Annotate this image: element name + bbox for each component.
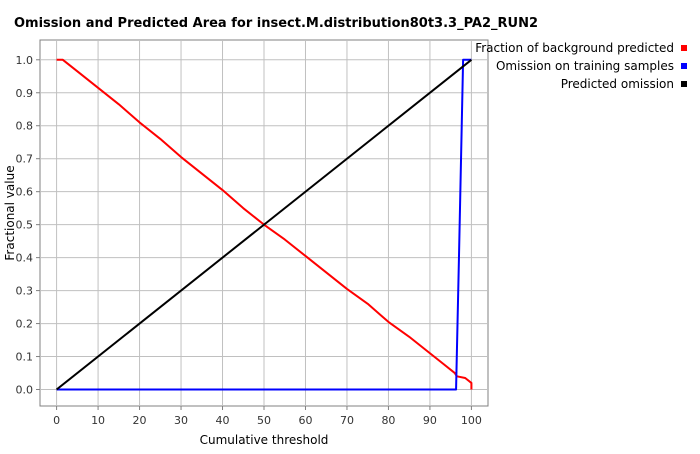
x-tick-label: 50 [257,414,271,427]
x-tick-label: 40 [216,414,230,427]
legend-swatch-omission-on-training-samples [681,63,687,69]
x-axis-label: Cumulative threshold [200,433,329,447]
legend-swatch-fraction-of-background-predicted [681,45,687,51]
y-tick-label: 0.4 [16,252,34,265]
y-tick-label: 0.6 [16,186,34,199]
y-tick-label: 0.0 [16,384,34,397]
legend-label-predicted-omission: Predicted omission [561,77,674,91]
x-tick-label: 10 [91,414,105,427]
legend-swatch-predicted-omission [681,81,687,87]
y-tick-label: 0.2 [16,318,34,331]
axes: 0 10 20 30 40 50 60 70 80 90 100 0.0 0.1 0.2 0.3 0.4 0.5… [16,54,482,427]
y-tick-label: 0.3 [16,285,34,298]
legend-label-fraction-of-background-predicted: Fraction of background predicted [475,41,674,55]
grid-lines [40,40,488,406]
chart-title: Omission and Predicted Area for insect.M… [14,16,538,31]
series-line-omission-on-training-samples [56,58,472,391]
x-tick-label: 100 [461,414,482,427]
series-lines [55,58,473,391]
legend: Fraction of background predicted Omission… [475,41,687,91]
y-tick-label: 0.7 [16,153,34,166]
series-line-fraction-of-background-predicted [56,58,473,390]
y-tick-label: 0.8 [16,120,34,133]
y-tick-label: 0.1 [16,351,34,364]
y-tick-label: 0.5 [16,219,34,232]
series-line-predicted-omission [55,58,473,391]
x-tick-label: 90 [423,414,437,427]
x-tick-label: 70 [340,414,354,427]
x-tick-label: 80 [381,414,395,427]
x-tick-label: 20 [133,414,147,427]
y-axis-label: Fractional value [3,165,17,260]
x-tick-label: 30 [174,414,188,427]
y-tick-label: 1.0 [16,54,34,67]
x-tick-label: 60 [298,414,312,427]
x-tick-label: 0 [53,414,60,427]
legend-label-omission-on-training-samples: Omission on training samples [496,59,674,73]
y-tick-label: 0.9 [16,87,34,100]
